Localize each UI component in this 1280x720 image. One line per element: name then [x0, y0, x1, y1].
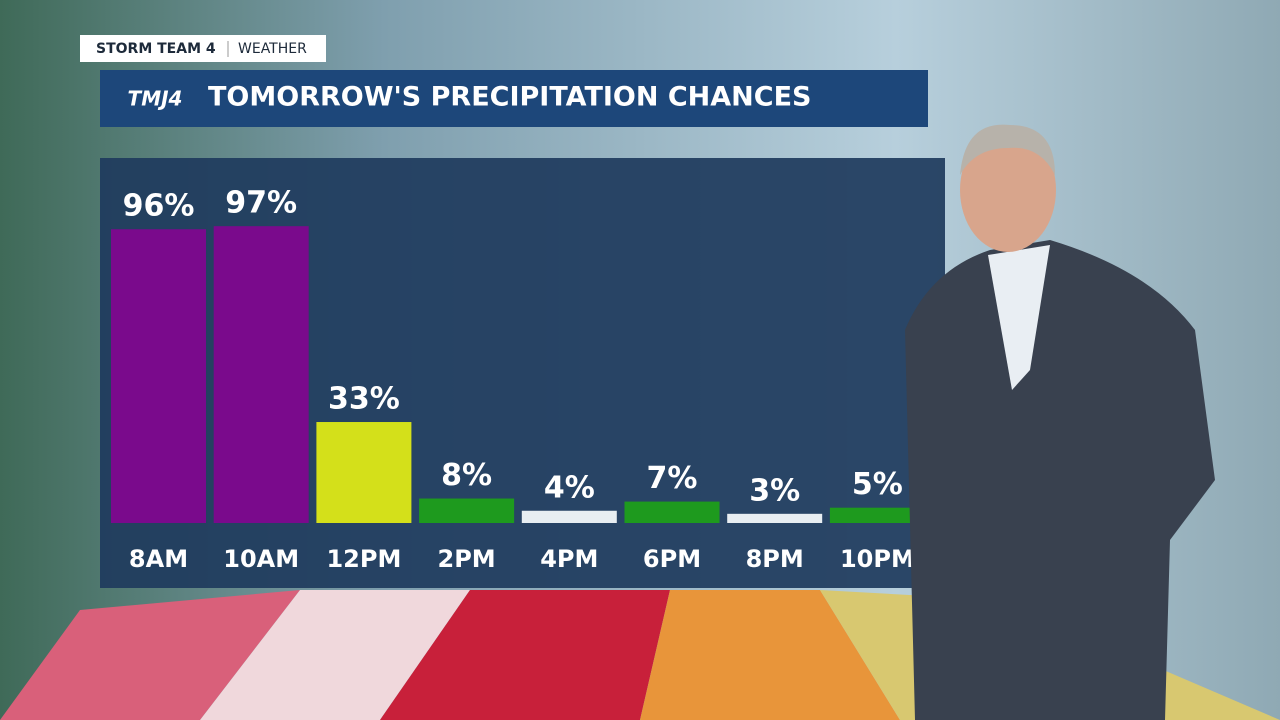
value-label: 8%: [441, 458, 492, 493]
category-label: 10AM: [223, 545, 299, 573]
value-label: 96%: [123, 189, 195, 224]
bar: [624, 501, 720, 523]
value-label: 4%: [544, 470, 595, 505]
team-label: STORM TEAM 4: [96, 41, 216, 57]
bar: [111, 229, 206, 524]
title-bar: [100, 70, 928, 127]
category-label: 4PM: [540, 545, 598, 573]
bar: [316, 422, 412, 523]
section-label: WEATHER: [238, 41, 307, 57]
bar: [213, 226, 309, 523]
value-label: 97%: [225, 186, 297, 221]
chart-title: TOMORROW'S PRECIPITATION CHANCES: [208, 82, 811, 113]
bar: [521, 510, 617, 523]
category-label: 2PM: [438, 545, 496, 573]
value-label: 3%: [749, 473, 800, 508]
category-label: 10PM: [840, 545, 915, 573]
category-label: 12PM: [326, 545, 401, 573]
bar: [727, 513, 823, 523]
category-label: 8PM: [746, 545, 804, 573]
category-label: 6PM: [643, 545, 701, 573]
bar: [419, 498, 515, 523]
value-label: 33%: [328, 382, 400, 417]
value-label: 7%: [647, 461, 698, 496]
header-tag: [80, 35, 326, 62]
bars: 96% 8AM 97% 10AM 33% 12PM 8% 2PM 4% 4PM 7% 6PM 3% 8PM…: [111, 186, 925, 573]
station-logo: TMJ4: [128, 87, 183, 111]
bar: [829, 507, 925, 523]
category-label: 8AM: [129, 545, 188, 573]
value-label: 5%: [852, 467, 903, 502]
presenter: [905, 124, 1215, 720]
